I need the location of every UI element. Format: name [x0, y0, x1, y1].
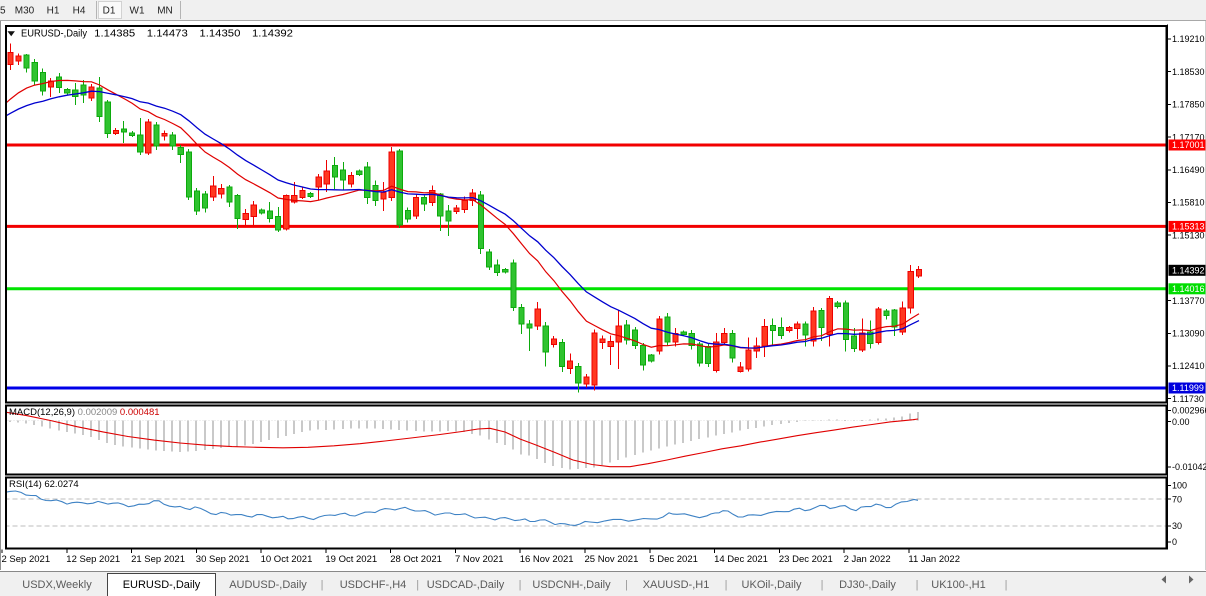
- svg-text:70: 70: [1172, 494, 1182, 504]
- svg-text:100: 100: [1172, 481, 1187, 491]
- svg-text:28 Oct 2021: 28 Oct 2021: [390, 554, 442, 565]
- svg-text:W1: W1: [130, 6, 145, 17]
- svg-text:|: |: [625, 579, 628, 591]
- svg-text:1.14350: 1.14350: [199, 29, 240, 40]
- svg-text:30: 30: [1172, 521, 1182, 531]
- svg-text:MN: MN: [157, 6, 173, 17]
- svg-text:1.14016: 1.14016: [1172, 284, 1205, 294]
- svg-text:0.00: 0.00: [1172, 417, 1190, 427]
- svg-text:D1: D1: [103, 6, 116, 17]
- svg-text:H4: H4: [73, 6, 86, 17]
- svg-text:0.002966: 0.002966: [1172, 406, 1206, 416]
- svg-text:DJ30-,Daily: DJ30-,Daily: [839, 579, 896, 591]
- svg-text:|: |: [916, 579, 919, 591]
- svg-text:1.12410: 1.12410: [1172, 361, 1205, 371]
- svg-text:12 Sep 2021: 12 Sep 2021: [66, 554, 120, 565]
- svg-text:21 Sep 2021: 21 Sep 2021: [131, 554, 185, 565]
- svg-text:1.14392: 1.14392: [252, 29, 293, 40]
- svg-text:19 Oct 2021: 19 Oct 2021: [325, 554, 377, 565]
- svg-text:|: |: [1005, 579, 1008, 591]
- svg-text:|: |: [416, 579, 419, 591]
- svg-text:H1: H1: [47, 6, 60, 17]
- svg-text:UKOil-,Daily: UKOil-,Daily: [742, 579, 802, 591]
- svg-text:M30: M30: [15, 6, 35, 17]
- svg-text:1.18530: 1.18530: [1172, 67, 1205, 77]
- svg-text:|: |: [321, 579, 324, 591]
- svg-text:XAUUSD-,H1: XAUUSD-,H1: [643, 579, 710, 591]
- svg-text:USDCNH-,Daily: USDCNH-,Daily: [532, 579, 611, 591]
- svg-text:1.19210: 1.19210: [1172, 34, 1205, 44]
- svg-text:MACD(12,26,9) 0.002009 0.00048: MACD(12,26,9) 0.002009 0.000481: [9, 407, 160, 418]
- svg-text:1.16490: 1.16490: [1172, 165, 1205, 175]
- svg-text:RSI(14) 62.0274: RSI(14) 62.0274: [9, 479, 79, 490]
- svg-text:11 Jan 2022: 11 Jan 2022: [908, 554, 960, 565]
- svg-text:1.14392: 1.14392: [1172, 266, 1205, 276]
- svg-text:14 Dec 2021: 14 Dec 2021: [714, 554, 768, 565]
- svg-text:1.11999: 1.11999: [1172, 383, 1204, 393]
- svg-text:USDCHF-,H4: USDCHF-,H4: [340, 579, 407, 591]
- svg-text:1.13090: 1.13090: [1172, 329, 1205, 339]
- svg-text:30 Sep 2021: 30 Sep 2021: [196, 554, 250, 565]
- svg-text:-0.01042: -0.01042: [1172, 462, 1206, 472]
- svg-text:USDX,Weekly: USDX,Weekly: [22, 579, 92, 591]
- svg-text:5: 5: [0, 6, 6, 17]
- svg-text:7 Nov 2021: 7 Nov 2021: [455, 554, 504, 565]
- svg-text:UK100-,H1: UK100-,H1: [931, 579, 985, 591]
- svg-text:1.17170: 1.17170: [1172, 132, 1205, 142]
- svg-text:1.15130: 1.15130: [1172, 230, 1205, 240]
- svg-text:AUDUSD-,Daily: AUDUSD-,Daily: [229, 579, 307, 591]
- svg-text:1.13770: 1.13770: [1172, 296, 1205, 306]
- svg-text:|: |: [725, 579, 728, 591]
- svg-text:10 Oct 2021: 10 Oct 2021: [261, 554, 313, 565]
- svg-text:1.11730: 1.11730: [1172, 394, 1204, 404]
- svg-text:EURUSD-,Daily: EURUSD-,Daily: [123, 579, 201, 591]
- svg-text:1.15313: 1.15313: [1172, 222, 1205, 232]
- svg-text:1.14473: 1.14473: [147, 29, 188, 40]
- svg-text:EURUSD-,Daily: EURUSD-,Daily: [21, 29, 87, 40]
- svg-text:1.17850: 1.17850: [1172, 100, 1205, 110]
- svg-text:1.14385: 1.14385: [94, 29, 135, 40]
- svg-text:0: 0: [1172, 537, 1177, 547]
- svg-text:2 Sep 2021: 2 Sep 2021: [2, 554, 51, 565]
- svg-text:5 Dec 2021: 5 Dec 2021: [649, 554, 698, 565]
- svg-text:1.17001: 1.17001: [1172, 140, 1205, 150]
- svg-text:23 Dec 2021: 23 Dec 2021: [779, 554, 833, 565]
- svg-text:|: |: [821, 579, 824, 591]
- svg-text:25 Nov 2021: 25 Nov 2021: [585, 554, 639, 565]
- svg-text:1.15810: 1.15810: [1172, 198, 1205, 208]
- svg-text:16 Nov 2021: 16 Nov 2021: [520, 554, 574, 565]
- svg-text:USDCAD-,Daily: USDCAD-,Daily: [427, 579, 505, 591]
- svg-text:2 Jan 2022: 2 Jan 2022: [844, 554, 891, 565]
- svg-text:|: |: [519, 579, 522, 591]
